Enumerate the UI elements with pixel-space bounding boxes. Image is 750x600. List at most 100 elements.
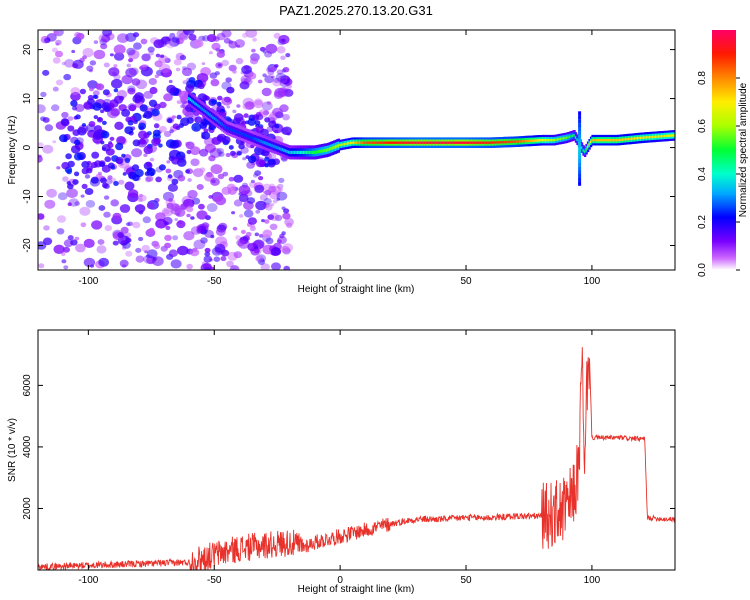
- spectrogram-noise-blob: [226, 260, 234, 267]
- ridge-core: [257, 138, 260, 142]
- ridge-core: [602, 139, 605, 142]
- snr-x-ticks: -100 -50 0 50 100: [78, 330, 601, 586]
- spectrogram-noise-blob: [257, 79, 263, 84]
- spectrogram-noise-blob: [223, 96, 231, 103]
- spectrogram-noise-blob: [190, 226, 202, 235]
- spectrogram-noise-blob: [132, 221, 141, 229]
- spectrogram-noise-blob: [125, 250, 133, 257]
- spectrogram-noise-blob: [236, 44, 241, 48]
- ridge-core: [207, 112, 211, 116]
- spectrogram-cluster-blob: [81, 167, 89, 175]
- spectrogram-noise-blob: [276, 197, 281, 201]
- ridge-core: [665, 134, 668, 138]
- ridge-core: [446, 141, 449, 144]
- ridge-core: [624, 138, 628, 141]
- spectrogram-cluster-blob: [264, 163, 269, 168]
- spectrogram-noise-blob: [163, 130, 172, 138]
- spectrogram-noise-blob: [209, 148, 222, 158]
- spectrogram-cluster-blob: [236, 151, 242, 156]
- spectrogram-noise-blob: [254, 170, 262, 177]
- ridge-core: [333, 145, 336, 150]
- ridge-core: [251, 136, 254, 140]
- spectrogram-spike: [578, 154, 582, 159]
- ridge-core: [324, 148, 327, 153]
- ridge-core: [313, 150, 316, 154]
- spectrogram-noise-blob: [168, 249, 178, 257]
- spectrogram-noise-blob: [148, 50, 154, 56]
- spectrogram-cluster-blob: [72, 179, 79, 185]
- spectrogram-x-ticks: -100 -50 0 50 100: [78, 30, 601, 287]
- spectrogram-noise-blob: [281, 38, 286, 42]
- spectrogram-spike: [578, 150, 582, 155]
- snr-y-label: SNR (10 * v/v): [7, 418, 18, 482]
- ridge-core: [290, 150, 294, 154]
- x-tick-label: -100: [78, 575, 98, 586]
- spectrogram-noise-blob: [242, 157, 247, 161]
- spectrogram-noise-blob: [80, 194, 85, 198]
- ridge-core: [605, 139, 608, 142]
- ridge-core: [621, 138, 624, 141]
- spectrogram-noise-blob: [128, 58, 134, 63]
- ridge-core: [487, 141, 490, 144]
- spectrogram-noise-blob: [263, 198, 272, 205]
- ridge-core: [247, 134, 250, 138]
- spectrogram-cluster-blob: [228, 145, 234, 150]
- spectrogram-noise-blob: [253, 248, 260, 254]
- spectrogram-cluster-blob: [201, 131, 211, 140]
- spectrogram-noise-blob: [75, 243, 86, 253]
- ridge-core: [444, 141, 448, 144]
- spectrogram-noise-blob: [247, 72, 257, 80]
- ridge-core: [491, 141, 495, 144]
- ridge-core: [387, 141, 390, 144]
- spectrogram-cluster-blob: [74, 139, 81, 146]
- ridge-core: [304, 150, 307, 154]
- spectrogram-noise-blob: [236, 239, 245, 247]
- ridge-core: [645, 136, 649, 139]
- spectrogram-noise-blob: [155, 53, 161, 58]
- spectrogram-cluster-blob: [70, 100, 78, 107]
- spectrogram-noise-blob: [171, 36, 180, 43]
- spectrogram-noise-blob: [208, 195, 213, 199]
- spectrogram-noise-blob: [112, 240, 119, 246]
- ridge-core: [612, 139, 615, 142]
- ridge-core: [336, 144, 339, 148]
- spectrogram-noise-blob: [277, 183, 284, 189]
- spectrogram-noise-blob: [165, 168, 172, 174]
- spectrogram-noise-blob: [204, 247, 211, 253]
- spectrogram-noise-blob: [272, 199, 278, 204]
- ridge-core: [250, 135, 253, 139]
- ridge-core: [411, 141, 414, 144]
- spectrogram-noise-blob: [243, 77, 253, 86]
- ridge-core: [197, 104, 200, 108]
- spectrogram-noise-blob: [53, 30, 59, 36]
- ridge-core: [209, 113, 212, 117]
- spectrogram-noise-blob: [281, 126, 293, 136]
- ridge-core: [523, 140, 526, 143]
- spectrogram-noise-blob: [113, 52, 125, 61]
- spectrogram-noise-blob: [186, 206, 194, 213]
- ridge-core: [654, 135, 658, 138]
- ridge-core: [260, 139, 263, 144]
- ridge-core: [547, 139, 550, 142]
- ridge-core: [225, 126, 229, 130]
- spectrogram-noise-blob: [76, 32, 85, 40]
- spectrogram-noise-blob: [282, 212, 291, 220]
- spectrogram-cluster-blob: [99, 161, 105, 167]
- spectrogram-cluster-blob: [92, 94, 98, 99]
- ridge-core: [305, 150, 309, 154]
- ridge-core: [562, 137, 566, 140]
- ridge-core: [367, 141, 371, 144]
- spectrogram-noise-blob: [216, 147, 224, 155]
- spectrogram-noise-blob: [185, 141, 191, 146]
- spectrogram-cluster-blob: [167, 118, 173, 123]
- spectrogram-cluster-blob: [67, 125, 75, 132]
- ridge-core: [346, 142, 350, 145]
- spectrogram-noise-blob: [186, 213, 191, 218]
- spectrogram-cluster-blob: [138, 130, 148, 140]
- ridge-core: [490, 141, 493, 144]
- figure-title: PAZ1.2025.270.13.20.G31: [279, 3, 433, 18]
- ridge-core: [395, 141, 398, 144]
- spectrogram-noise-blob: [233, 199, 243, 207]
